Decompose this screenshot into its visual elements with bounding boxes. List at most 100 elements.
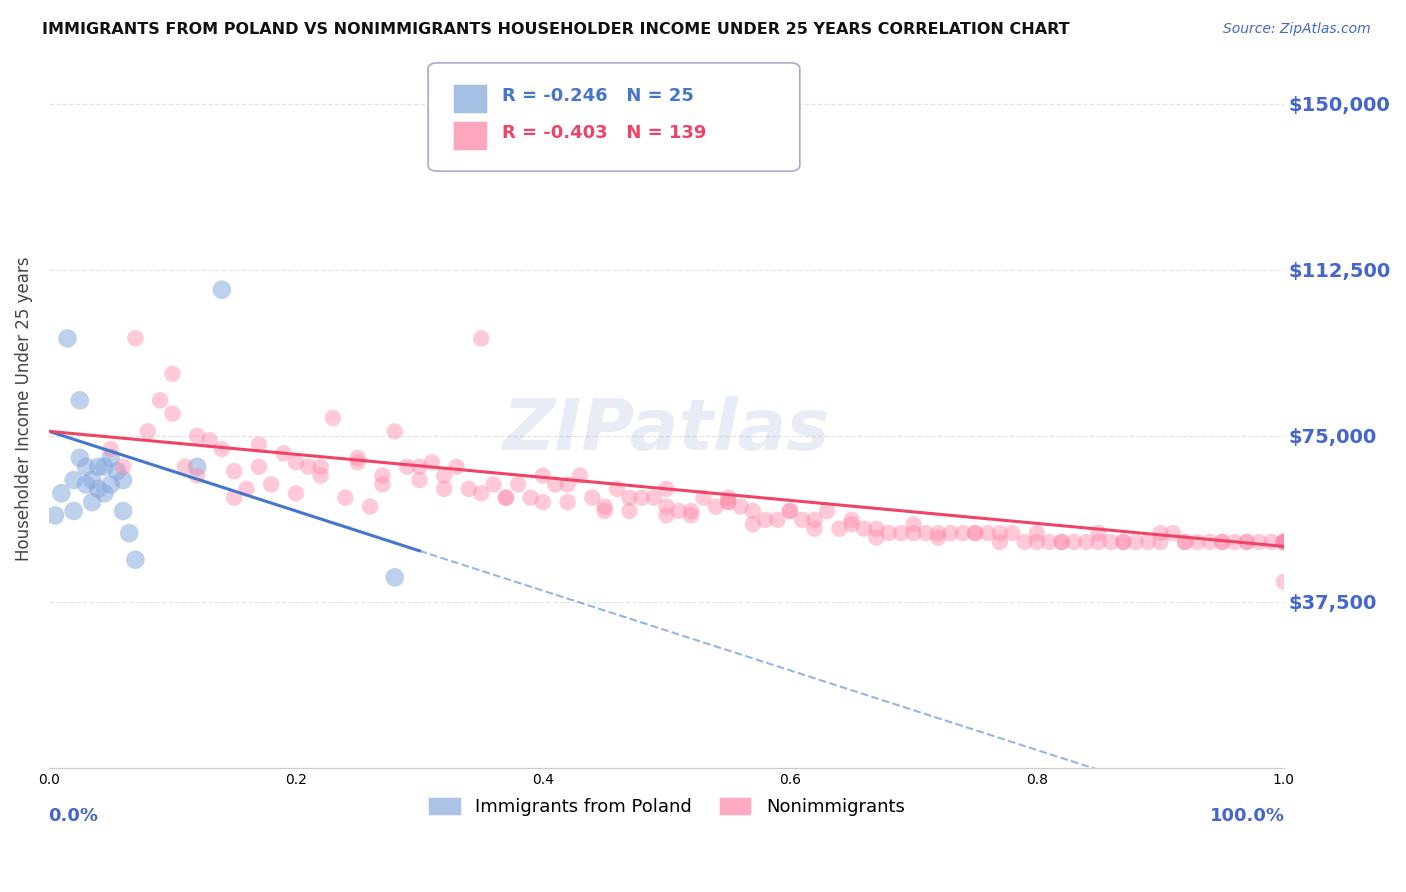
Point xyxy=(495,491,517,505)
Point xyxy=(433,468,456,483)
Point xyxy=(408,473,430,487)
Point xyxy=(890,526,912,541)
Point xyxy=(1050,535,1073,549)
Point xyxy=(100,450,122,465)
Point xyxy=(1260,535,1282,549)
Point xyxy=(1236,535,1258,549)
Point xyxy=(792,513,814,527)
Point xyxy=(118,526,141,541)
Point xyxy=(384,570,406,584)
Point xyxy=(75,477,97,491)
FancyBboxPatch shape xyxy=(453,121,488,151)
Point xyxy=(1272,535,1295,549)
FancyBboxPatch shape xyxy=(427,62,800,171)
Point xyxy=(531,495,554,509)
Point xyxy=(162,367,184,381)
Point xyxy=(730,500,752,514)
Point xyxy=(988,526,1011,541)
Point xyxy=(927,531,949,545)
Point xyxy=(1236,535,1258,549)
Text: Source: ZipAtlas.com: Source: ZipAtlas.com xyxy=(1223,22,1371,37)
Point xyxy=(124,331,146,345)
Point xyxy=(655,508,678,523)
Point xyxy=(976,526,998,541)
Point xyxy=(865,522,887,536)
Point xyxy=(346,450,368,465)
Point xyxy=(470,331,492,345)
Point xyxy=(284,486,307,500)
Point xyxy=(482,477,505,491)
Point xyxy=(470,486,492,500)
Point xyxy=(69,393,91,408)
Point xyxy=(1099,535,1122,549)
Point xyxy=(322,411,344,425)
Point xyxy=(1050,535,1073,549)
Point xyxy=(1272,535,1295,549)
Point xyxy=(273,446,295,460)
Point xyxy=(1063,535,1085,549)
Point xyxy=(593,504,616,518)
Point xyxy=(828,522,851,536)
Point xyxy=(1112,535,1135,549)
Point xyxy=(112,504,135,518)
Point xyxy=(531,468,554,483)
Point xyxy=(284,455,307,469)
Point xyxy=(557,477,579,491)
Point xyxy=(741,504,763,518)
Point xyxy=(681,504,703,518)
Point xyxy=(717,491,740,505)
Point xyxy=(136,425,159,439)
Text: 0.0%: 0.0% xyxy=(48,807,98,825)
Point xyxy=(853,522,876,536)
Point xyxy=(186,429,208,443)
Point xyxy=(619,491,641,505)
Point xyxy=(815,504,838,518)
Point xyxy=(1174,535,1197,549)
Point xyxy=(82,473,104,487)
Point xyxy=(224,491,246,505)
Point xyxy=(1211,535,1233,549)
Point xyxy=(93,459,115,474)
Point xyxy=(359,500,381,514)
Point xyxy=(1025,526,1047,541)
Point xyxy=(51,486,73,500)
Point xyxy=(519,491,541,505)
Point xyxy=(1272,535,1295,549)
Point xyxy=(1149,535,1171,549)
Point xyxy=(1223,535,1246,549)
Point xyxy=(903,517,925,532)
Point xyxy=(704,500,727,514)
Point xyxy=(606,482,628,496)
Point xyxy=(186,468,208,483)
Point xyxy=(335,491,357,505)
Point xyxy=(75,459,97,474)
Point xyxy=(446,459,468,474)
Point xyxy=(1174,535,1197,549)
Point xyxy=(803,513,825,527)
Point xyxy=(766,513,789,527)
Point xyxy=(865,531,887,545)
Point xyxy=(44,508,66,523)
Text: IMMIGRANTS FROM POLAND VS NONIMMIGRANTS HOUSEHOLDER INCOME UNDER 25 YEARS CORREL: IMMIGRANTS FROM POLAND VS NONIMMIGRANTS … xyxy=(42,22,1070,37)
Point xyxy=(93,486,115,500)
Point xyxy=(224,464,246,478)
Point xyxy=(198,433,221,447)
Point xyxy=(1272,535,1295,549)
Point xyxy=(655,482,678,496)
Point xyxy=(630,491,652,505)
Point xyxy=(69,450,91,465)
Point xyxy=(309,468,332,483)
Point xyxy=(557,495,579,509)
Point xyxy=(988,535,1011,549)
Point xyxy=(1125,535,1147,549)
Point xyxy=(1211,535,1233,549)
Point xyxy=(82,495,104,509)
Point xyxy=(668,504,690,518)
Point xyxy=(593,500,616,514)
Point xyxy=(779,504,801,518)
Point xyxy=(211,283,233,297)
Point xyxy=(346,455,368,469)
Point xyxy=(112,459,135,474)
Point xyxy=(1087,535,1109,549)
Point xyxy=(420,455,443,469)
